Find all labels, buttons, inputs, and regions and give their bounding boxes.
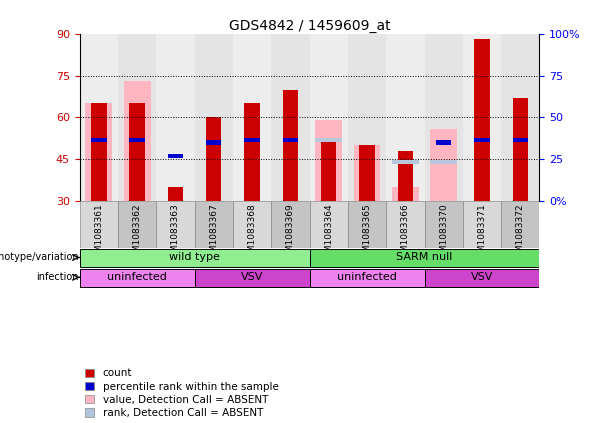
Bar	[315, 120, 342, 201]
Text: infection: infection	[36, 272, 79, 282]
Bar	[386, 201, 424, 248]
Bar	[512, 137, 528, 142]
Bar	[386, 34, 424, 201]
Bar	[168, 187, 183, 201]
Bar	[80, 34, 118, 201]
Bar	[245, 137, 260, 142]
Bar	[271, 201, 310, 248]
Bar	[424, 269, 539, 287]
Bar	[348, 34, 386, 201]
Bar	[310, 201, 348, 248]
Bar	[430, 129, 457, 201]
Bar	[129, 137, 145, 142]
Bar	[392, 160, 419, 164]
Bar	[195, 269, 310, 287]
Bar	[245, 104, 260, 201]
Bar	[424, 201, 463, 248]
Bar	[474, 137, 490, 142]
Text: VSV: VSV	[471, 272, 493, 282]
Bar	[118, 201, 156, 248]
Bar	[424, 34, 463, 201]
Bar	[195, 34, 233, 201]
Bar	[474, 39, 490, 201]
Bar	[129, 104, 145, 201]
Bar	[91, 137, 107, 142]
Bar	[124, 81, 151, 201]
Text: uninfected: uninfected	[337, 272, 397, 282]
Bar	[310, 34, 348, 201]
Bar	[359, 145, 375, 201]
Bar	[80, 249, 310, 267]
Bar	[195, 201, 233, 248]
Bar	[271, 34, 310, 201]
Text: GSM1083363: GSM1083363	[171, 203, 180, 264]
Bar	[354, 145, 381, 201]
Text: GSM1083361: GSM1083361	[94, 203, 104, 264]
Bar	[430, 160, 457, 164]
Bar	[463, 34, 501, 201]
Text: GSM1083364: GSM1083364	[324, 203, 333, 264]
Text: SARM null: SARM null	[397, 253, 452, 263]
Text: uninfected: uninfected	[107, 272, 167, 282]
Bar	[501, 34, 539, 201]
Bar	[156, 34, 195, 201]
Bar	[233, 34, 271, 201]
Bar	[206, 140, 221, 145]
Bar	[392, 187, 419, 201]
Bar	[156, 201, 195, 248]
Bar	[463, 201, 501, 248]
Text: GSM1083367: GSM1083367	[209, 203, 218, 264]
Legend: count, percentile rank within the sample, value, Detection Call = ABSENT, rank, : count, percentile rank within the sample…	[85, 368, 278, 418]
Bar	[91, 104, 107, 201]
Bar	[310, 249, 539, 267]
Bar	[80, 201, 118, 248]
Text: GSM1083362: GSM1083362	[132, 203, 142, 264]
Bar	[310, 269, 424, 287]
Bar	[206, 118, 221, 201]
Bar	[118, 34, 156, 201]
Text: GSM1083366: GSM1083366	[401, 203, 410, 264]
Bar	[348, 201, 386, 248]
Bar	[501, 201, 539, 248]
Bar	[321, 140, 337, 201]
Text: genotype/variation: genotype/variation	[0, 253, 79, 263]
Text: wild type: wild type	[169, 253, 220, 263]
Text: GSM1083371: GSM1083371	[478, 203, 487, 264]
Bar	[85, 104, 112, 201]
Bar	[283, 137, 298, 142]
Title: GDS4842 / 1459609_at: GDS4842 / 1459609_at	[229, 19, 390, 33]
Bar	[283, 90, 298, 201]
Bar	[398, 151, 413, 201]
Bar	[436, 140, 451, 145]
Bar	[233, 201, 271, 248]
Bar	[168, 154, 183, 159]
Text: GSM1083368: GSM1083368	[248, 203, 257, 264]
Text: GSM1083369: GSM1083369	[286, 203, 295, 264]
Bar	[315, 137, 342, 142]
Bar	[512, 98, 528, 201]
Text: GSM1083372: GSM1083372	[516, 203, 525, 264]
Bar	[80, 269, 195, 287]
Text: GSM1083365: GSM1083365	[362, 203, 371, 264]
Text: VSV: VSV	[241, 272, 264, 282]
Text: GSM1083370: GSM1083370	[439, 203, 448, 264]
